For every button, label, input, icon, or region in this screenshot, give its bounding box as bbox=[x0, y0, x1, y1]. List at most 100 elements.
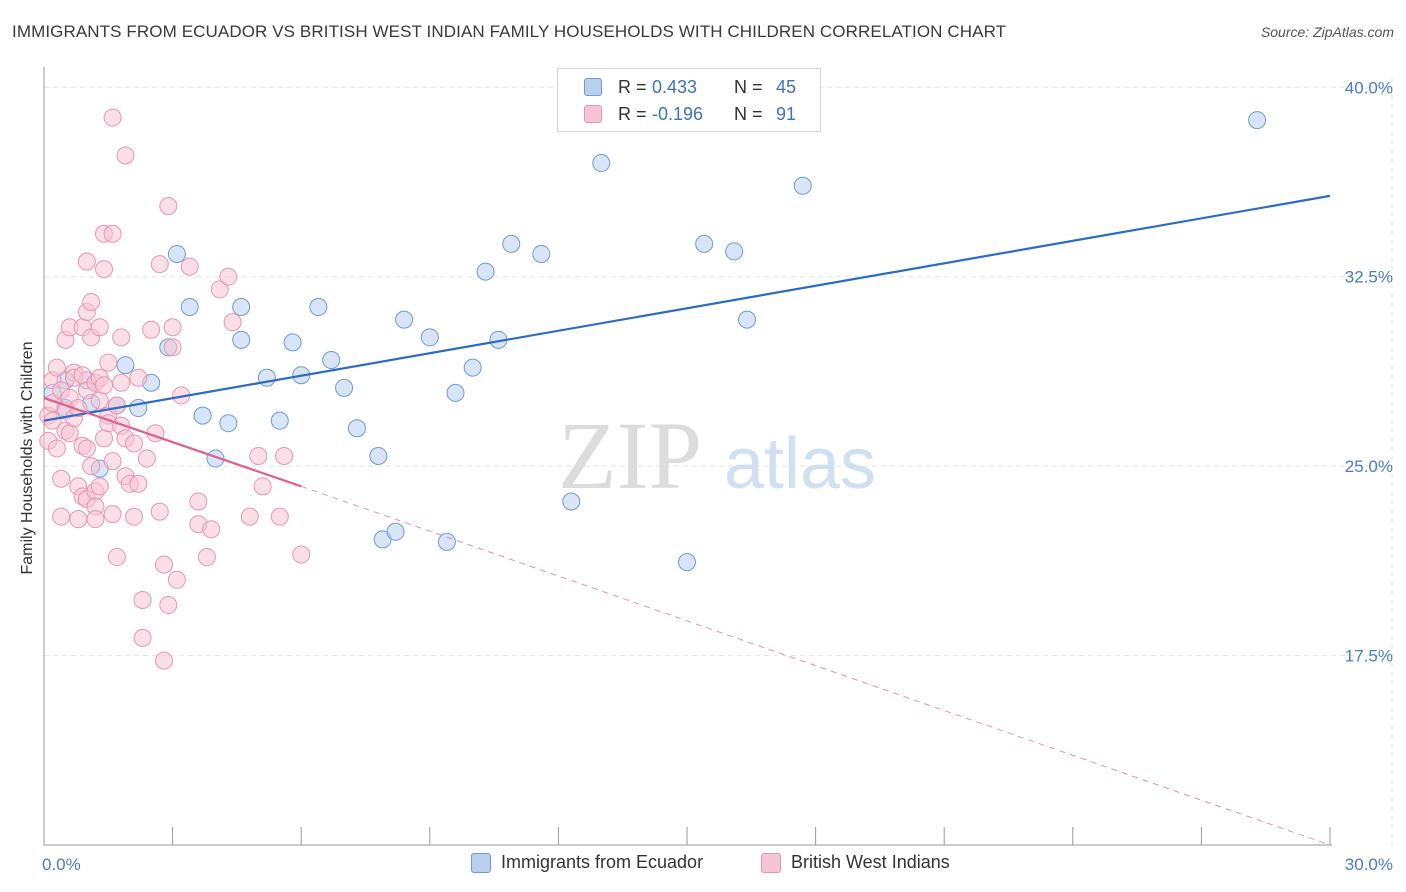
y-tick-label: 25.0% bbox=[1345, 457, 1393, 476]
bwi-point bbox=[292, 545, 311, 564]
bwi-point bbox=[125, 507, 144, 526]
bwi-point bbox=[180, 257, 199, 276]
bwi-point bbox=[116, 146, 135, 165]
bwi-trend-extension bbox=[301, 485, 1331, 846]
ecuador-point bbox=[725, 242, 744, 261]
bwi-point bbox=[47, 439, 66, 458]
bwi-point bbox=[137, 449, 156, 468]
bwi-point bbox=[163, 338, 182, 357]
bwi-point bbox=[270, 507, 289, 526]
bwi-point bbox=[47, 358, 66, 377]
bwi-point bbox=[77, 439, 96, 458]
ecuador-point bbox=[322, 351, 341, 370]
bwi-point bbox=[197, 548, 216, 567]
chart-title: IMMIGRANTS FROM ECUADOR VS BRITISH WEST … bbox=[12, 22, 1007, 41]
r-label: R = bbox=[618, 76, 647, 97]
stats-row-ecuador: R = 0.433 N = 45 bbox=[584, 74, 796, 100]
legend: Immigrants from Ecuador British West Ind… bbox=[0, 850, 1406, 878]
ecuador-point bbox=[1248, 111, 1267, 130]
stats-box: R = 0.433 N = 45 R = -0.196 N = 91 bbox=[557, 68, 821, 132]
ecuador-point bbox=[420, 328, 439, 347]
ecuador-point bbox=[502, 234, 521, 253]
bwi-point bbox=[52, 507, 71, 526]
ecuador-point bbox=[369, 447, 388, 466]
ecuador-point bbox=[386, 522, 405, 541]
bwi-point bbox=[275, 447, 294, 466]
ecuador-point bbox=[437, 532, 456, 551]
bwi-point bbox=[82, 292, 101, 311]
bwi-point bbox=[219, 267, 238, 286]
ecuador-point bbox=[592, 154, 611, 173]
ecuador-point bbox=[347, 419, 366, 438]
ecuador-point bbox=[116, 356, 135, 375]
ecuador-point bbox=[395, 310, 414, 329]
ecuador-point bbox=[232, 330, 251, 349]
source-label: Source: ZipAtlas.com bbox=[1260, 24, 1394, 40]
ecuador-point bbox=[463, 358, 482, 377]
bwi-point bbox=[133, 590, 152, 609]
bwi-point bbox=[112, 373, 131, 392]
trend-lines bbox=[43, 194, 1331, 846]
ecuador-point bbox=[793, 176, 812, 195]
ecuador-point bbox=[232, 298, 251, 317]
bwi-point bbox=[60, 424, 79, 443]
bwi-point bbox=[142, 320, 161, 339]
n-value: 91 bbox=[776, 103, 797, 124]
y-tick-label: 40.0% bbox=[1345, 78, 1393, 97]
ecuador-point bbox=[180, 298, 199, 317]
bwi-point bbox=[167, 570, 186, 589]
ecuador-point bbox=[678, 553, 696, 572]
y-tick-label: 32.5% bbox=[1345, 268, 1393, 287]
x-tick-label: 30.0% bbox=[1345, 855, 1393, 874]
ecuador-trend-line bbox=[43, 194, 1331, 422]
n-label: N = bbox=[734, 103, 763, 124]
bwi-point bbox=[95, 376, 114, 395]
bwi-point bbox=[82, 457, 101, 476]
stats-swatch-pink bbox=[584, 105, 602, 123]
n-label: N = bbox=[734, 76, 763, 97]
ecuador-point bbox=[738, 310, 757, 329]
legend-item-ecuador[interactable]: Immigrants from Ecuador bbox=[471, 852, 703, 873]
legend-swatch-pink bbox=[761, 852, 781, 873]
bwi-point bbox=[103, 452, 122, 471]
ecuador-point bbox=[695, 234, 714, 253]
y-tick-label: 17.5% bbox=[1345, 647, 1393, 666]
ecuador-point bbox=[193, 406, 212, 425]
bwi-point bbox=[155, 555, 174, 574]
bwi-point bbox=[129, 474, 148, 493]
r-value: 0.433 bbox=[652, 76, 698, 97]
bwi-point bbox=[52, 469, 71, 488]
bwi-point bbox=[112, 328, 131, 347]
bwi-point bbox=[189, 492, 208, 511]
ecuador-point bbox=[446, 383, 465, 402]
bwi-point bbox=[90, 477, 109, 496]
bwi-point bbox=[95, 260, 114, 279]
stats-swatch-blue bbox=[584, 78, 602, 96]
legend-swatch-blue bbox=[471, 852, 491, 873]
bwi-point bbox=[202, 520, 221, 539]
bwi-point bbox=[223, 313, 242, 332]
bwi-point bbox=[103, 224, 122, 243]
bwi-point bbox=[90, 391, 109, 410]
bwi-point bbox=[240, 507, 259, 526]
bwi-point bbox=[163, 318, 182, 337]
bwi-point bbox=[86, 510, 105, 529]
watermark: ZIP atlas bbox=[558, 402, 876, 509]
ecuador-point bbox=[270, 411, 289, 430]
bwi-point bbox=[133, 628, 152, 647]
x-tick-label: 0.0% bbox=[42, 855, 81, 874]
legend-item-bwi[interactable]: British West Indians bbox=[761, 852, 950, 873]
watermark-zip: ZIP bbox=[558, 402, 702, 509]
ecuador-point bbox=[219, 414, 238, 433]
bwi-point bbox=[155, 651, 174, 670]
axes bbox=[43, 67, 1332, 846]
bwi-point bbox=[210, 280, 229, 299]
legend-label: Immigrants from Ecuador bbox=[501, 852, 704, 872]
bwi-point bbox=[95, 429, 114, 448]
bwi-point bbox=[69, 510, 88, 529]
ecuador-point bbox=[476, 262, 495, 281]
bwi-point bbox=[159, 196, 178, 215]
legend-label: British West Indians bbox=[791, 852, 950, 872]
bwi-point bbox=[103, 108, 122, 127]
